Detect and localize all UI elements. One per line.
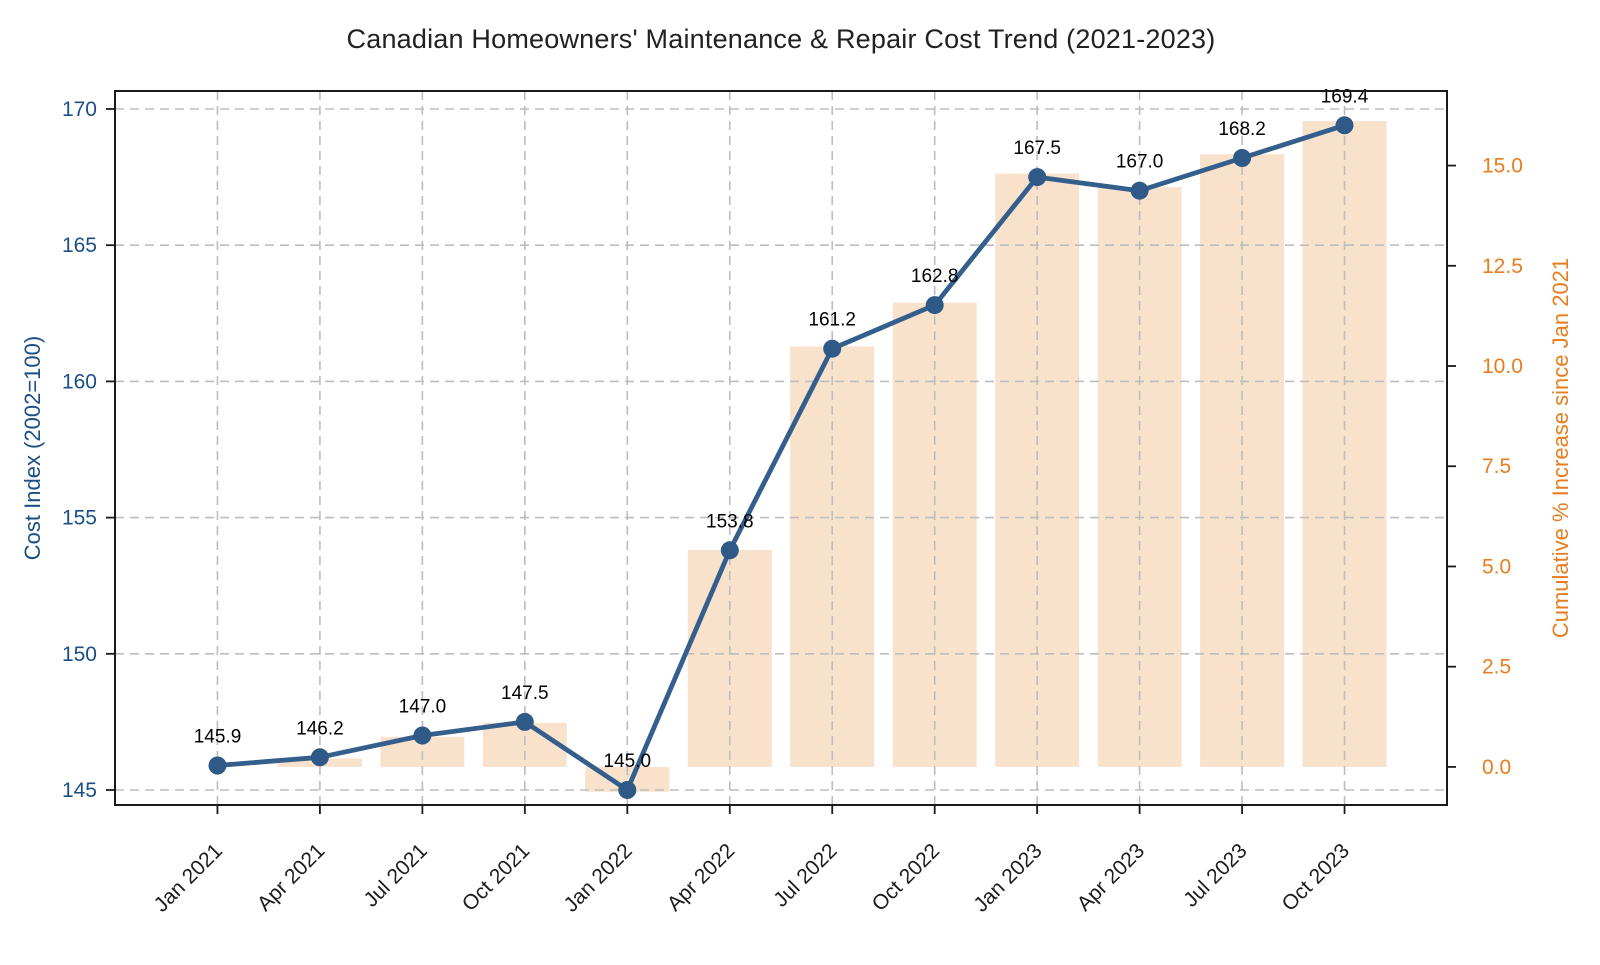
point-label: 167.0 [1116,152,1164,173]
line-point [720,541,739,560]
point-label: 169.4 [1321,86,1369,107]
right-tick-label: 5.0 [1482,556,1511,579]
line-point [618,781,637,799]
point-label: 147.5 [501,683,549,704]
left-tick-label: 145 [62,779,97,802]
x-tick-label: Oct 2021 [458,839,535,916]
right-tick-label: 10.0 [1482,355,1523,378]
line-point [1233,149,1252,167]
right-tick-label: 15.0 [1482,155,1523,178]
cost-index-line [215,122,1347,793]
x-tick-label: Apr 2021 [253,839,330,916]
x-tick-label: Jul 2021 [360,839,432,911]
x-tick-label: Jul 2022 [769,839,841,911]
x-tick-label: Oct 2022 [868,839,945,916]
chart-title: Canadian Homeowners' Maintenance & Repai… [346,24,1216,54]
bar-cumulative-increase [687,550,772,767]
line-point [208,756,227,775]
line-point [823,339,842,358]
line-point [1028,168,1047,187]
point-label: 145.9 [194,727,242,748]
x-tick-label: Apr 2023 [1073,839,1150,916]
line-point [413,726,432,745]
plot-border [114,90,1448,806]
x-tick-label: Jan 2023 [969,839,1046,916]
x-tick-label: Jan 2022 [559,839,636,916]
point-label: 145.0 [604,751,652,772]
left-tick-label: 160 [62,370,97,393]
left-tick-label: 155 [62,507,97,530]
point-label: 161.2 [808,310,856,331]
left-axis-title: Cost Index (2002=100) [20,335,45,561]
left-tick-label: 165 [62,234,97,257]
bar-cumulative-increase [1097,187,1182,767]
right-tick-label: 2.5 [1482,656,1511,679]
tick-marks [106,108,1456,814]
x-tick-label: Apr 2022 [663,839,740,916]
point-label: 168.2 [1218,119,1266,140]
point-label: 146.2 [296,718,344,739]
point-label: 153.8 [706,511,754,532]
line-point [310,748,329,767]
line-point [515,712,534,731]
line-point [925,296,944,315]
right-axis-title: Cumulative % Increase since Jan 2021 [1548,257,1573,639]
point-label: 167.5 [1013,138,1061,159]
point-labels: 145.9 146.2 147.0 147.5 145.0 153.8 161.2 162.8… [194,86,1369,772]
right-tick-label: 0.0 [1482,756,1511,779]
line-point [1130,181,1149,200]
point-label: 162.8 [911,266,959,287]
x-tick-label: Jan 2021 [150,839,227,916]
gridlines [115,91,1447,805]
line-markers [208,116,1354,799]
left-tick-label: 150 [62,643,97,666]
right-tick-label: 12.5 [1482,255,1523,278]
line-point [1335,116,1354,135]
left-tick-label: 170 [62,98,97,121]
x-tick-label: Jul 2023 [1179,839,1251,911]
x-tick-label: Oct 2023 [1278,839,1355,916]
right-tick-label: 7.5 [1482,455,1511,478]
point-label: 147.0 [399,697,447,718]
